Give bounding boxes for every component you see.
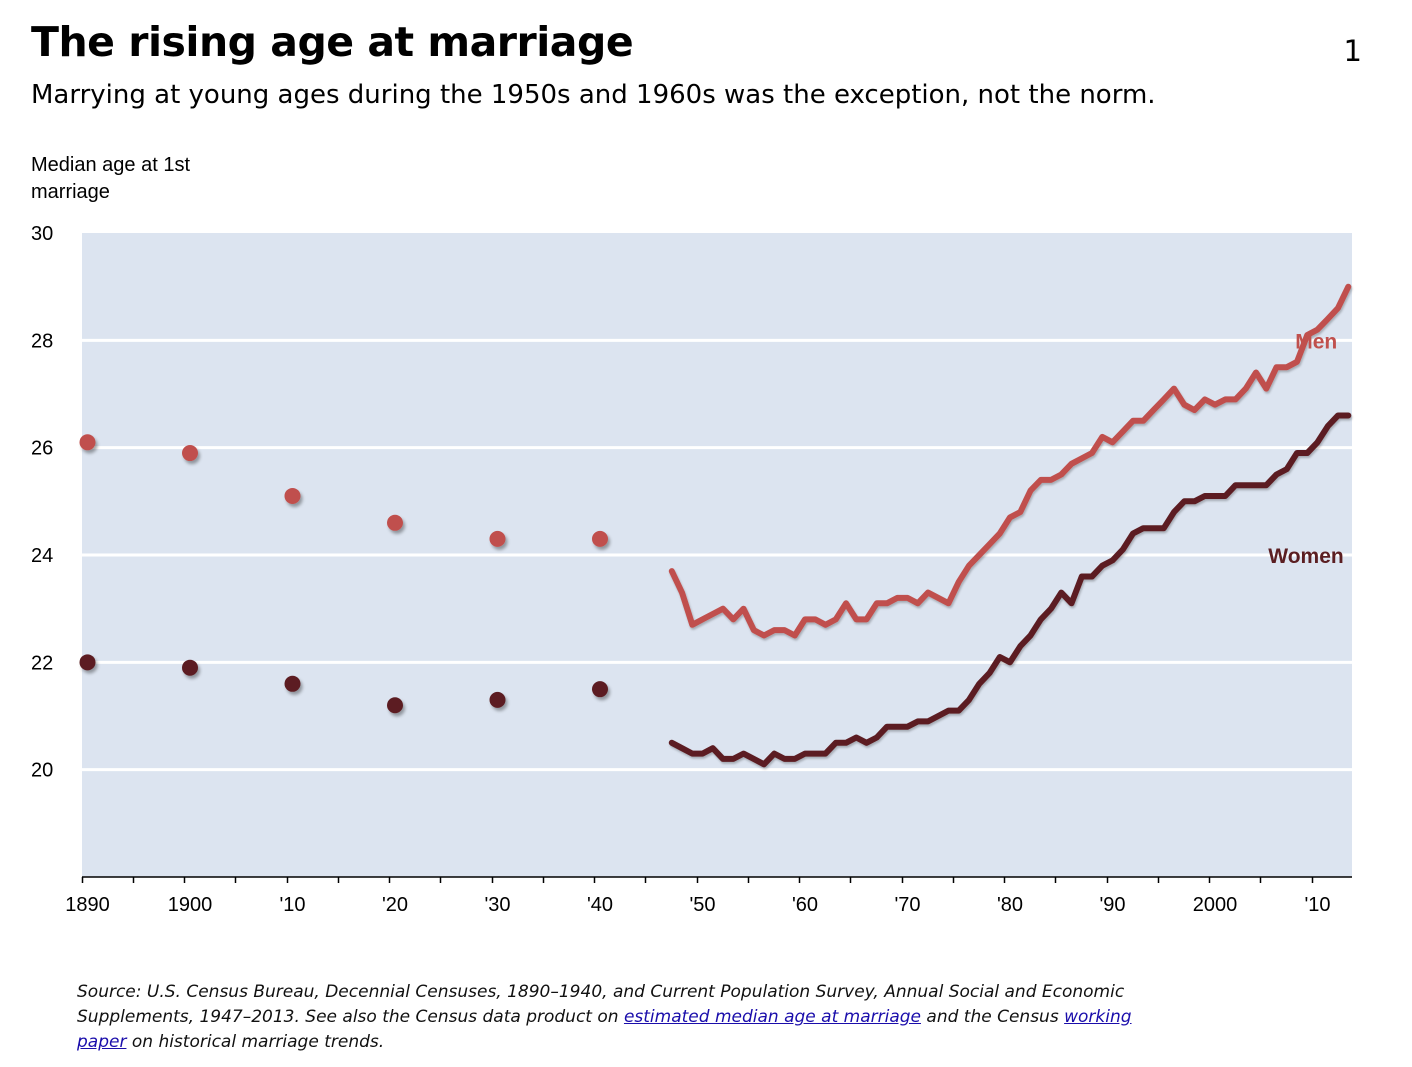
women-series <box>79 412 1352 768</box>
men-census-point <box>284 487 301 504</box>
men-line <box>668 283 1352 639</box>
women-census-point <box>387 697 403 714</box>
women-census-point <box>182 659 198 676</box>
y-tick-label: 20 <box>31 760 53 782</box>
series-labels: Men Women <box>1268 330 1343 568</box>
x-tick-label: '10 <box>1304 894 1330 916</box>
x-tick-label: 2000 <box>1193 894 1238 916</box>
x-tick-label: '40 <box>587 894 613 916</box>
women-census-point <box>79 654 96 671</box>
y-tick-label: 30 <box>31 223 53 245</box>
axes: 20 22 24 26 28 30 1890 1900 '10 '20 '30 '40 '50 '60 '7… <box>31 223 1352 916</box>
women-census-point <box>592 681 608 698</box>
chart-title: The rising age at marriage <box>31 18 634 66</box>
women-census-point <box>284 675 301 692</box>
y-tick-label: 26 <box>31 438 53 460</box>
median-age-link[interactable]: estimated median age at marriage <box>623 1007 921 1027</box>
working-paper-link[interactable]: working paper <box>77 1007 1132 1052</box>
men-series-label: Men <box>1295 330 1337 353</box>
source-text-1: Source: U.S. Census Bureau, Decennial Ce… <box>77 982 1125 1027</box>
page-number: 1 <box>1343 34 1362 68</box>
x-tick-label: '60 <box>792 894 818 916</box>
women-series-label: Women <box>1268 545 1343 568</box>
women-census-point <box>489 691 506 708</box>
men-census-point <box>592 530 608 547</box>
age-at-marriage-chart: 20 22 24 26 28 30 1890 1900 '10 '20 '30 '40 '50 '60 '7… <box>31 223 1352 916</box>
x-tick-label: '30 <box>484 894 510 916</box>
y-axis-label: Median age at 1st marriage <box>31 154 190 203</box>
men-census-point <box>182 445 198 462</box>
men-census-point <box>387 514 403 531</box>
x-tick-label: '10 <box>279 894 305 916</box>
y-tick-label: 28 <box>31 330 53 352</box>
x-tick-label: '70 <box>894 894 920 916</box>
y-tick-label: 24 <box>31 545 53 567</box>
source-text-2: and the Census <box>926 1007 1059 1027</box>
x-tick-label: 1890 <box>65 894 110 916</box>
x-tick-label: '50 <box>689 894 715 916</box>
gridlines <box>82 338 1352 772</box>
men-series <box>79 283 1352 639</box>
x-tick-label: '20 <box>382 894 408 916</box>
women-line <box>668 412 1352 768</box>
x-tick-label: 1900 <box>168 894 213 916</box>
men-census-point <box>489 530 506 547</box>
men-census-point <box>79 434 96 451</box>
source-note: Source: U.S. Census Bureau, Decennial Ce… <box>77 980 1157 1055</box>
y-tick-label: 22 <box>31 652 53 674</box>
x-tick-label: '90 <box>1099 894 1125 916</box>
x-tick-label: '80 <box>997 894 1023 916</box>
chart-subtitle: Marrying at young ages during the 1950s … <box>31 80 1156 110</box>
series <box>79 283 1352 768</box>
source-text-3: on historical marriage trends. <box>131 1032 385 1052</box>
